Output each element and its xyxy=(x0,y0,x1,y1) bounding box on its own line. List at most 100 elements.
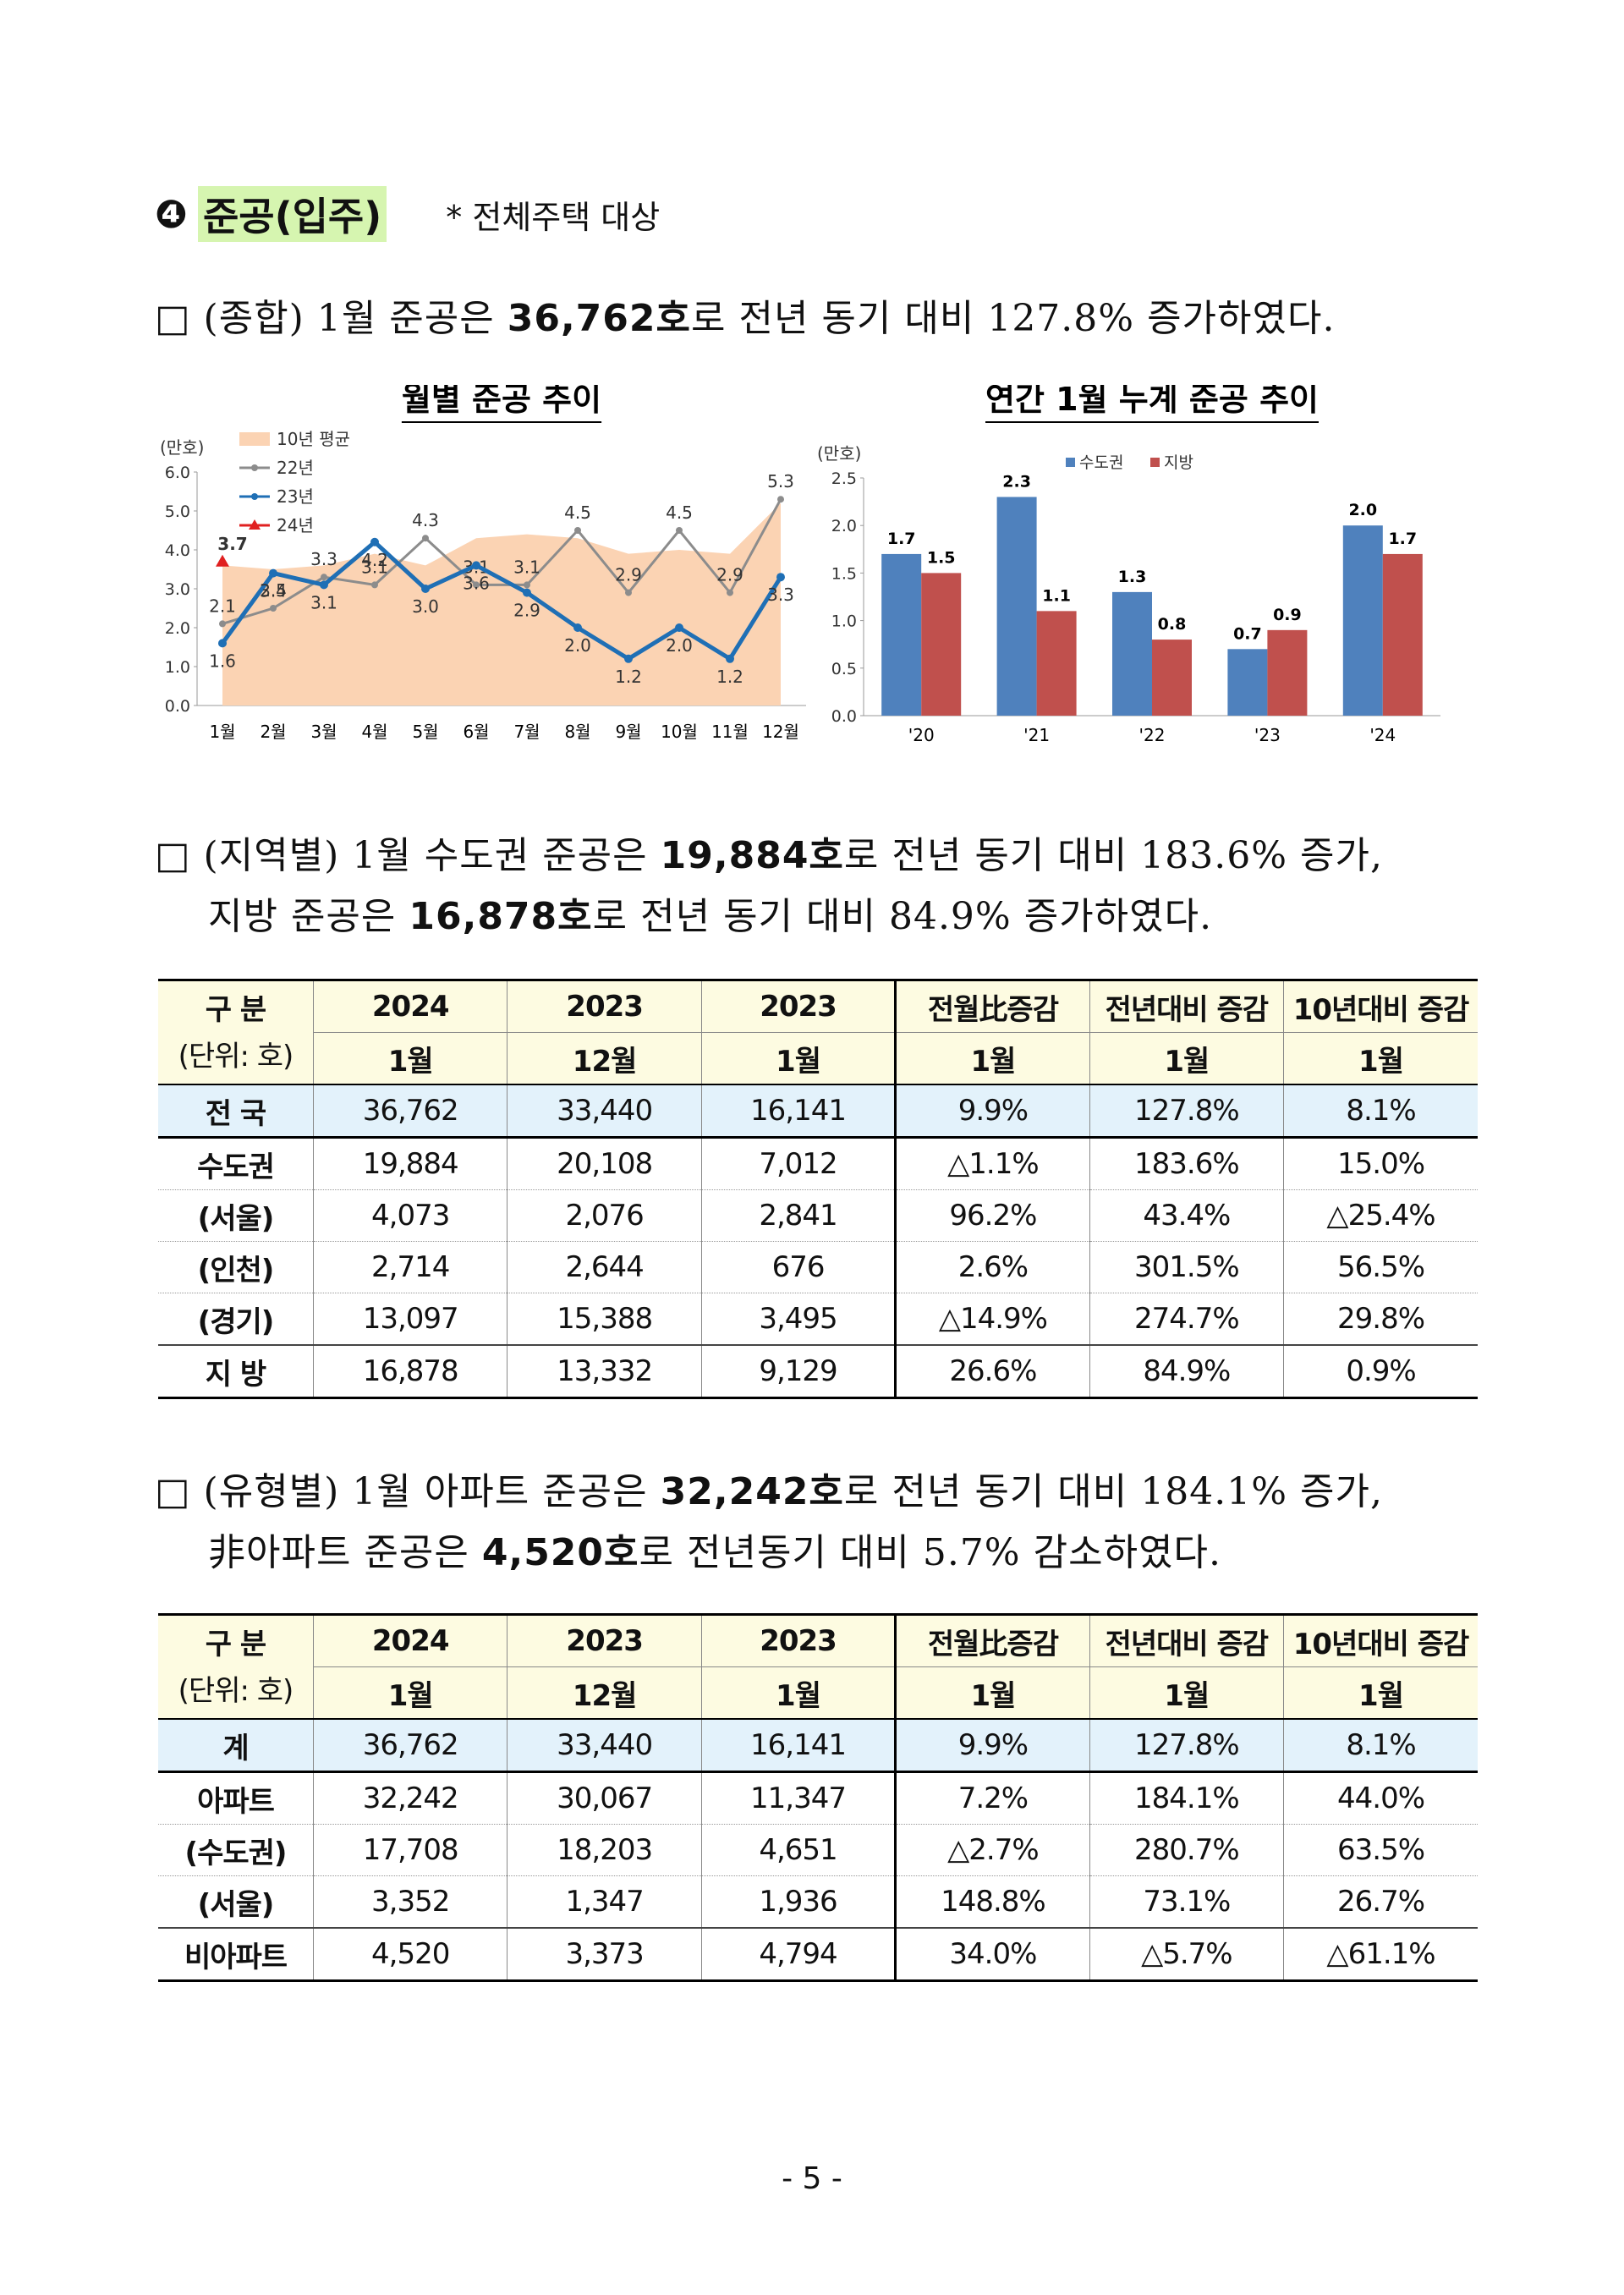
data-label: 4.5 xyxy=(666,502,693,523)
y-tick-label: 2.5 xyxy=(831,469,857,488)
header-cell: 2023 xyxy=(507,1614,702,1667)
marker xyxy=(625,589,632,596)
header-row: 구 분 2024 2023 2023 전월比증감 전년대비 증감 10년대비 증감 xyxy=(158,980,1478,1033)
cell: 127.8% xyxy=(1089,1718,1284,1773)
text-segment: 지방 준공은 xyxy=(208,895,409,938)
body-row: (서울) 3,352 1,347 1,936 148.8% 73.1% 26.7% xyxy=(158,1875,1478,1928)
marker xyxy=(370,537,379,546)
header-row: 구 분 2024 2023 2023 전월比증감 전년대비 증감 10년대비 증감 xyxy=(158,1614,1478,1667)
x-tick-label: 2월 xyxy=(260,722,286,742)
body-row: (수도권) 17,708 18,203 4,651 △2.7% 280.7% 63.5% xyxy=(158,1824,1478,1876)
cell: △2.7% xyxy=(894,1824,1090,1876)
bar xyxy=(996,497,1037,716)
data-label: 3.4 xyxy=(260,581,287,601)
cell: 9,129 xyxy=(700,1344,896,1398)
header-cell: 1월 xyxy=(1089,1032,1284,1084)
heading: ❹ 준공(입주) * 전체주택 대상 xyxy=(155,186,660,242)
paragraph-line: □ (지역별) 1월 수도권 준공은 19,884호로 전년 동기 대비 183… xyxy=(155,825,1383,879)
data-label: 0.9 xyxy=(1273,606,1302,624)
row-header: 수도권 xyxy=(197,1150,275,1184)
chart-title: 월별 준공 추이 xyxy=(402,385,601,418)
data-label: 1.1 xyxy=(1042,586,1071,605)
paragraph-line: 非아파트 준공은 4,520호로 전년동기 대비 5.7% 감소하였다. xyxy=(208,1522,1221,1576)
header-cell: 1월 xyxy=(894,1666,1090,1719)
row-header: 비아파트 xyxy=(158,1927,314,1981)
marker xyxy=(523,588,531,597)
cell: 15,388 xyxy=(507,1293,702,1345)
data-label: 1.7 xyxy=(1388,530,1417,548)
cell: 7,012 xyxy=(700,1137,896,1190)
text-segment: 32,242호 xyxy=(660,1470,844,1513)
bar xyxy=(1112,591,1152,716)
cell: 13,332 xyxy=(507,1344,702,1398)
bar xyxy=(1382,553,1423,716)
data-label: 1.3 xyxy=(1118,568,1147,586)
legend-label: 10년 평균 xyxy=(277,429,350,449)
bar xyxy=(1036,611,1077,716)
data-label: 3.1 xyxy=(513,557,540,577)
marker xyxy=(422,535,429,542)
cell: 9.9% xyxy=(894,1718,1090,1773)
heading-note: * 전체주택 대상 xyxy=(446,198,661,236)
cell: 2,714 xyxy=(312,1241,508,1293)
header-cell: (단위: 호) xyxy=(158,1032,314,1084)
header-cell: 1월 xyxy=(700,1032,896,1084)
cell: 2.6% xyxy=(894,1241,1090,1293)
legend-swatch xyxy=(1066,458,1075,467)
x-tick-label: '22 xyxy=(1139,725,1166,745)
bar xyxy=(881,553,922,716)
data-label: 3.6 xyxy=(463,573,490,593)
cell: 274.7% xyxy=(1089,1293,1284,1345)
cell: 56.5% xyxy=(1283,1241,1478,1293)
heading-title: 준공(입주) xyxy=(197,186,387,242)
marker xyxy=(269,568,277,578)
marker xyxy=(524,581,530,589)
data-label: 1.6 xyxy=(209,651,236,671)
data-label: 5.3 xyxy=(767,471,794,491)
marker xyxy=(675,623,683,632)
table: 구 분 2024 2023 2023 전월比증감 전년대비 증감 10년대비 증감 (단위: … xyxy=(158,1613,1478,1982)
cell: 16,141 xyxy=(700,1084,896,1139)
body-row: (서울) 4,073 2,076 2,841 96.2% 43.4% △25.4% xyxy=(158,1189,1478,1242)
data-label: 2.0 xyxy=(1348,501,1377,519)
legend-swatch xyxy=(239,432,270,446)
cell: 8.1% xyxy=(1283,1084,1478,1139)
marker xyxy=(776,573,785,582)
data-label: 2.0 xyxy=(666,635,693,656)
cell: 183.6% xyxy=(1089,1137,1284,1190)
marker xyxy=(573,623,582,632)
header-cell: 10년대비 증감 xyxy=(1283,1614,1478,1667)
marker xyxy=(320,580,328,590)
cell: 7.2% xyxy=(894,1771,1090,1825)
text-segment: 로 전년 동기 대비 127.8% 증가하였다. xyxy=(691,297,1336,340)
cell: 2,644 xyxy=(507,1241,702,1293)
cell: 0.9% xyxy=(1283,1344,1478,1398)
data-label: 4.3 xyxy=(412,510,439,530)
marker xyxy=(421,585,430,593)
cell: 36,762 xyxy=(312,1718,508,1773)
data-label: 0.8 xyxy=(1158,615,1187,634)
data-label: 4.2 xyxy=(361,550,388,570)
header-cell: 2023 xyxy=(700,1614,896,1667)
y-axis-label: (만호) xyxy=(817,443,861,464)
cell: 36,762 xyxy=(312,1084,508,1139)
table-region: 구 분 2024 2023 2023 전월比증감 전년대비 증감 10년대비 증감 (단위: … xyxy=(158,979,1478,1399)
x-tick-label: 3월 xyxy=(310,722,337,742)
table-body: 구 분 2024 2023 2023 전월比증감 전년대비 증감 10년대비 증감 (단위: … xyxy=(158,1614,1478,1981)
marker xyxy=(574,527,581,534)
cell: 17,708 xyxy=(312,1824,508,1876)
x-tick-label: 8월 xyxy=(564,722,590,742)
y-tick-label: 1.5 xyxy=(831,564,857,583)
text-segment: 16,878호 xyxy=(409,895,593,938)
y-tick-label: 4.0 xyxy=(165,541,190,560)
row-header: (인천) xyxy=(158,1241,314,1293)
cell: 30,067 xyxy=(507,1771,702,1825)
row-header: (수도권) xyxy=(158,1824,314,1876)
paragraph-line: □ (종합) 1월 준공은 36,762호로 전년 동기 대비 127.8% 증… xyxy=(155,288,1335,342)
body-row: 수도권 19,884 20,108 7,012 △1.1% 183.6% 15.0% xyxy=(158,1137,1478,1190)
header-cell: 2023 xyxy=(700,980,896,1033)
text-segment: 로 전년 동기 대비 84.9% 증가하였다. xyxy=(592,895,1213,938)
data-label: 2.0 xyxy=(564,635,591,656)
marker xyxy=(216,554,229,567)
